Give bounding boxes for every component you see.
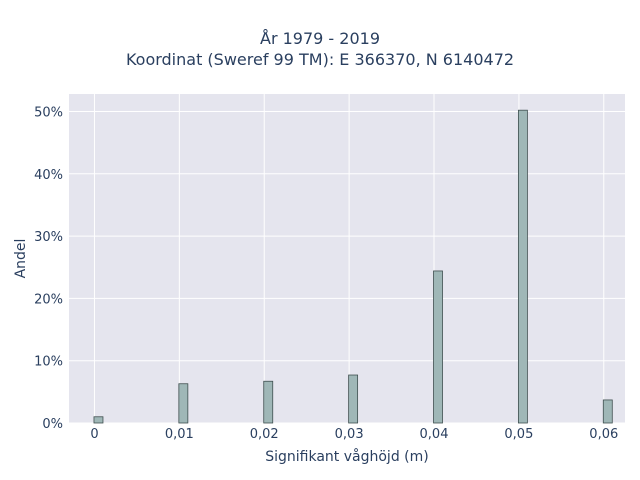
bars <box>93 109 613 424</box>
y-tick-label: 0% <box>42 417 63 432</box>
y-tick-label: 30% <box>34 230 63 245</box>
bar <box>433 270 443 424</box>
y-tick-label: 20% <box>34 292 63 307</box>
y-tick-label: 40% <box>34 168 63 183</box>
x-tick-labels: 0 0,01 0,02 0,03 0,04 0,05 0,06 <box>90 427 618 442</box>
plot-area <box>69 94 625 423</box>
y-gridlines <box>69 110 625 424</box>
bar <box>263 380 274 424</box>
bar <box>517 109 528 424</box>
x-tick-label: 0,04 <box>420 427 449 442</box>
chart-title-line2: Koordinat (Sweref 99 TM): E 366370, N 61… <box>125 50 515 69</box>
x-tick-label: 0,01 <box>165 427 194 442</box>
y-axis-title: Andel <box>13 239 29 279</box>
bar <box>602 399 613 424</box>
x-axis-title: Signifikant våghöjd (m) <box>265 448 428 465</box>
x-tick-label: 0,06 <box>589 427 618 442</box>
y-tick-label: 10% <box>34 355 63 370</box>
x-tick-label: 0,05 <box>504 427 533 442</box>
bar <box>93 416 104 424</box>
y-tick-label: 50% <box>34 105 63 120</box>
x-tick-label: 0 <box>90 427 98 442</box>
x-tick-label: 0,02 <box>250 427 279 442</box>
y-tick-labels: 0% 10% 20% 30% 40% 50% <box>34 105 63 432</box>
bar <box>348 374 359 424</box>
chart-title: År 1979 - 2019 Koordinat (Sweref 99 TM):… <box>0 28 640 70</box>
chart-title-line1: År 1979 - 2019 <box>260 29 380 48</box>
x-tick-label: 0,03 <box>335 427 364 442</box>
bar <box>178 383 189 424</box>
